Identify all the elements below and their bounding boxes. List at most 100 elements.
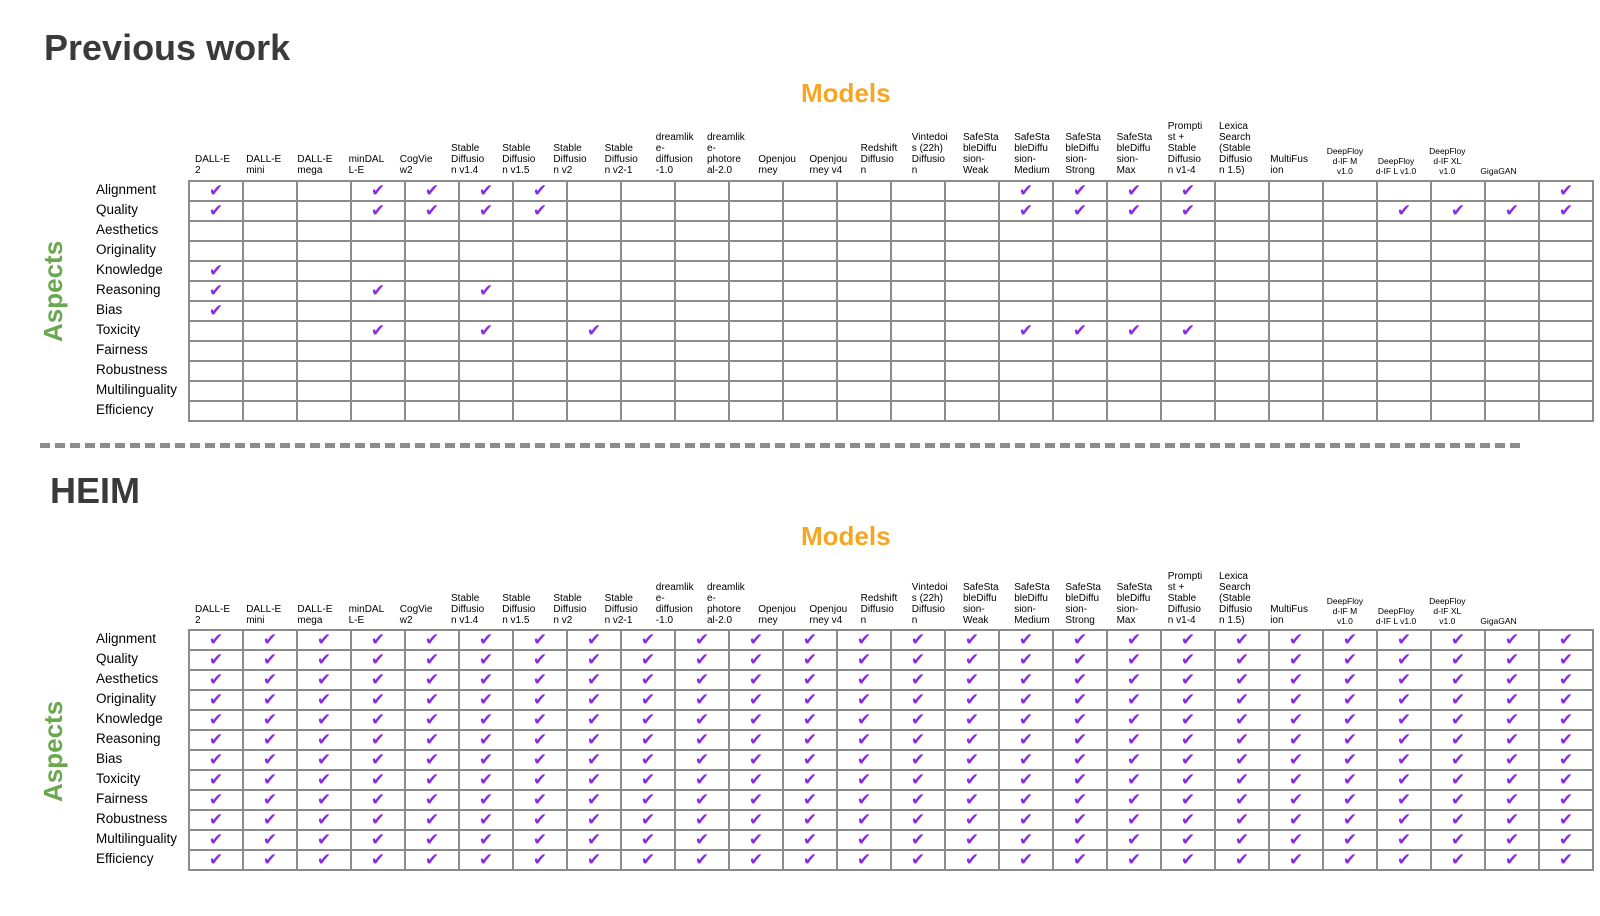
- coverage-cell: [350, 300, 406, 322]
- check-icon: ✔: [1052, 689, 1108, 711]
- coverage-cell: [782, 380, 838, 402]
- check-icon: ✔: [1052, 180, 1108, 202]
- check-icon: ✔: [566, 649, 622, 671]
- check-icon: ✔: [1106, 649, 1162, 671]
- check-icon: ✔: [188, 809, 244, 831]
- coverage-cell: [296, 240, 352, 262]
- table-row: ✔ ✔ ✔ ✔ ✔ ✔ ✔ ✔ ✔ ✔ ✔ ✔ ✔ ✔ ✔ ✔ ✔ ✔ ✔ ✔ ✔ ✔ ✔ ✔ ✔ ✔: [188, 749, 1594, 771]
- coverage-cell: [566, 360, 622, 382]
- coverage-cell: [1484, 320, 1540, 342]
- check-icon: ✔: [944, 669, 1000, 691]
- check-icon: ✔: [188, 280, 244, 302]
- check-icon: ✔: [404, 200, 460, 222]
- check-icon: ✔: [458, 200, 514, 222]
- check-icon: ✔: [620, 849, 676, 871]
- coverage-cell: [296, 400, 352, 422]
- aspect-label: Alignment: [96, 631, 157, 646]
- check-icon: ✔: [1430, 649, 1486, 671]
- coverage-cell: [1160, 260, 1216, 282]
- check-icon: ✔: [458, 829, 514, 851]
- check-icon: ✔: [836, 789, 892, 811]
- check-icon: ✔: [998, 320, 1054, 342]
- coverage-cell: [782, 180, 838, 202]
- coverage-cell: [944, 360, 1000, 382]
- check-icon: ✔: [1376, 729, 1432, 751]
- coverage-cell: [1484, 280, 1540, 302]
- table-row: ✔ ✔ ✔ ✔ ✔ ✔ ✔ ✔ ✔ ✔: [188, 180, 1594, 202]
- model-header: SafeSta bleDiffu sion- Weak: [963, 582, 999, 626]
- coverage-cell: [188, 400, 244, 422]
- check-icon: ✔: [404, 749, 460, 771]
- check-icon: ✔: [674, 709, 730, 731]
- coverage-cell: [1322, 280, 1378, 302]
- check-icon: ✔: [458, 629, 514, 651]
- coverage-cell: [1106, 300, 1162, 322]
- coverage-cell: [404, 280, 460, 302]
- check-icon: ✔: [1322, 629, 1378, 651]
- coverage-cell: [1106, 360, 1162, 382]
- check-icon: ✔: [1214, 809, 1270, 831]
- model-header: Vintedoi s (22h) Diffusio n: [911, 582, 948, 626]
- coverage-cell: [1160, 400, 1216, 422]
- coverage-cell: [1376, 180, 1432, 202]
- coverage-cell: [404, 260, 460, 282]
- check-icon: ✔: [944, 729, 1000, 751]
- aspect-label: Aesthetics: [96, 671, 159, 686]
- model-header: Stable Diffusio n v1.5: [502, 593, 536, 626]
- coverage-cell: [1376, 360, 1432, 382]
- check-icon: ✔: [1106, 749, 1162, 771]
- model-header-row: DALL-E 2 DALL-E mini DALL-E mega minDAL L-E…: [190, 556, 1520, 626]
- check-icon: ✔: [458, 769, 514, 791]
- coverage-cell: [512, 380, 568, 402]
- check-icon: ✔: [674, 729, 730, 751]
- check-icon: ✔: [566, 769, 622, 791]
- coverage-cell: [1268, 200, 1324, 222]
- table-row: ✔ ✔ ✔ ✔ ✔ ✔ ✔ ✔ ✔ ✔ ✔ ✔ ✔: [188, 200, 1594, 222]
- check-icon: ✔: [1484, 689, 1540, 711]
- model-header: DALL-E mega: [297, 604, 333, 626]
- check-icon: ✔: [1484, 200, 1540, 222]
- coverage-cell: [674, 300, 730, 322]
- model-header: SafeSta bleDiffu sion- Max: [1116, 582, 1153, 626]
- coverage-cell: [782, 360, 838, 382]
- check-icon: ✔: [188, 300, 244, 322]
- check-icon: ✔: [512, 749, 568, 771]
- check-icon: ✔: [836, 709, 892, 731]
- check-icon: ✔: [836, 749, 892, 771]
- check-icon: ✔: [944, 809, 1000, 831]
- coverage-cell: [1376, 400, 1432, 422]
- coverage-cell: [620, 180, 676, 202]
- check-icon: ✔: [620, 829, 676, 851]
- check-icon: ✔: [1268, 709, 1324, 731]
- aspect-label: Fairness: [96, 342, 148, 357]
- check-icon: ✔: [998, 769, 1054, 791]
- check-icon: ✔: [296, 689, 352, 711]
- check-icon: ✔: [1322, 669, 1378, 691]
- check-icon: ✔: [782, 649, 838, 671]
- check-icon: ✔: [242, 829, 298, 851]
- coverage-cell: [1376, 320, 1432, 342]
- check-icon: ✔: [1484, 729, 1540, 751]
- check-icon: ✔: [836, 649, 892, 671]
- coverage-cell: [1214, 180, 1270, 202]
- coverage-cell: [890, 400, 946, 422]
- check-icon: ✔: [188, 829, 244, 851]
- aspect-label: Bias: [96, 302, 123, 317]
- coverage-cell: [1214, 380, 1270, 402]
- coverage-cell: [1430, 280, 1486, 302]
- coverage-cell: [674, 340, 730, 362]
- check-icon: ✔: [404, 769, 460, 791]
- coverage-cell: [782, 240, 838, 262]
- coverage-cell: [1538, 240, 1594, 262]
- aspect-label: Efficiency: [96, 402, 154, 417]
- check-icon: ✔: [1214, 789, 1270, 811]
- table-row: ✔: [188, 300, 1594, 322]
- aspect-label: Robustness: [96, 811, 168, 826]
- coverage-cell: [458, 240, 514, 262]
- check-icon: ✔: [296, 829, 352, 851]
- check-icon: ✔: [1538, 829, 1594, 851]
- coverage-cell: [350, 240, 406, 262]
- check-icon: ✔: [404, 789, 460, 811]
- coverage-cell: [1160, 300, 1216, 322]
- coverage-cell: [782, 300, 838, 322]
